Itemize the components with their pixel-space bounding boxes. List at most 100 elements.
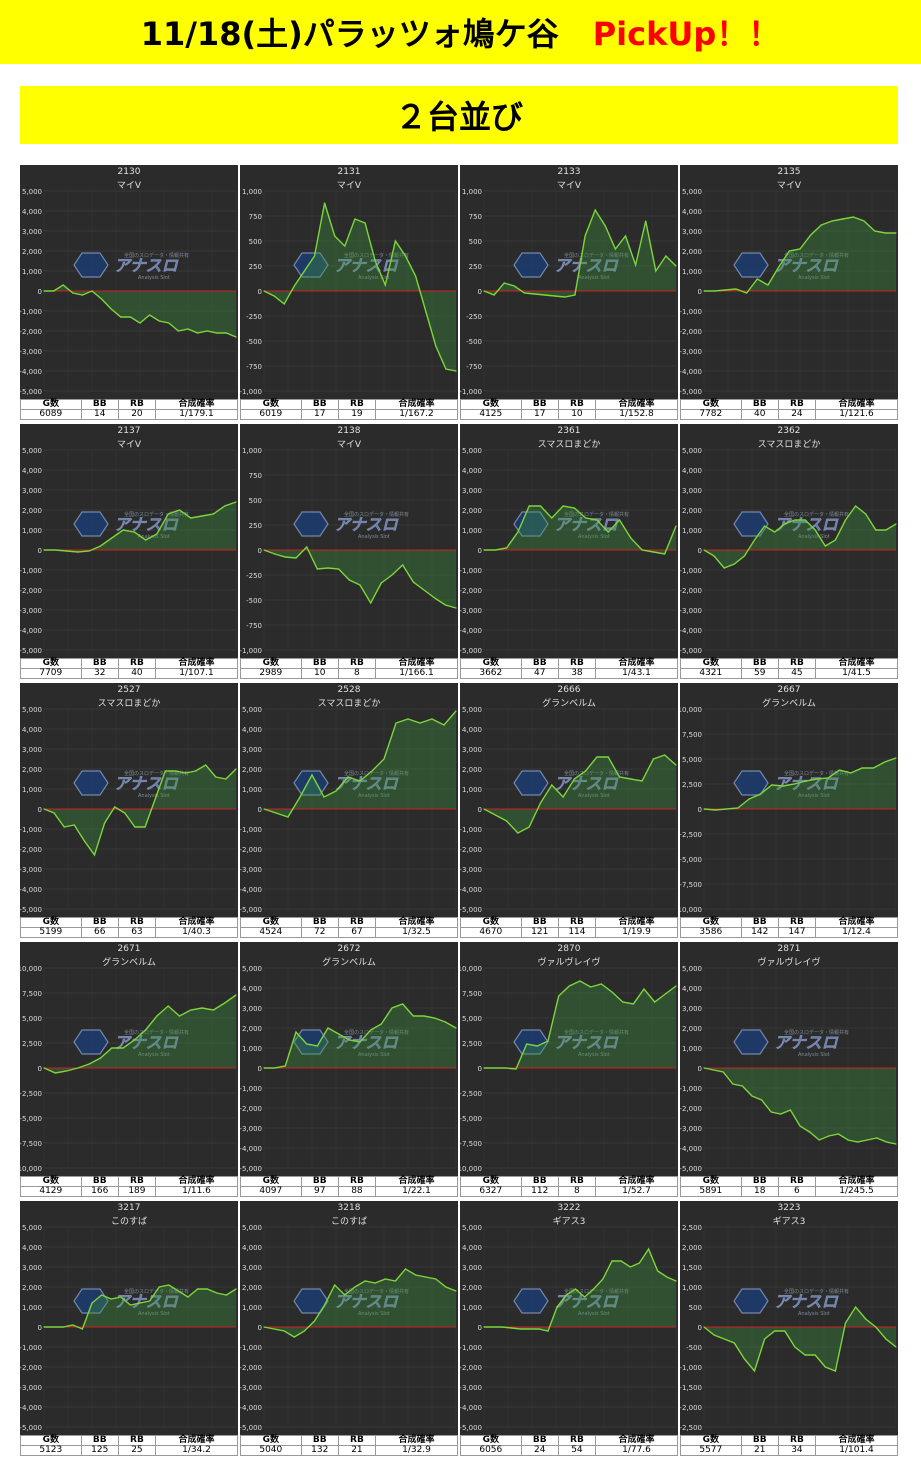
data-point (383, 758, 385, 760)
data-point (562, 796, 564, 798)
y-tick-label: -1,000 (20, 308, 42, 316)
data-point (145, 1029, 147, 1031)
stat-value-g: 5199 (20, 927, 82, 938)
data-point (713, 555, 715, 557)
data-point (225, 332, 227, 334)
data-point (844, 1322, 847, 1324)
y-tick-label: -7,500 (460, 1140, 482, 1148)
y-tick-label: 1,000 (462, 786, 482, 794)
data-point (834, 1370, 836, 1372)
machine-number: 2131 (337, 167, 361, 177)
data-point (73, 824, 75, 826)
data-point (733, 563, 735, 565)
stat-value-g: 7782 (680, 409, 742, 420)
logo-sub-text: Analysis Slot (798, 1311, 830, 1317)
data-point (443, 724, 445, 726)
data-point (723, 1338, 725, 1340)
data-point (703, 1067, 705, 1069)
area-fill (704, 217, 896, 293)
stats-table: G数 BB RB 合成確率 4125 17 10 1/152.8 (460, 399, 678, 421)
stat-value-rb: 189 (117, 1186, 157, 1197)
y-tick-label: -5,000 (460, 906, 482, 914)
y-tick-label: 4,000 (22, 726, 42, 734)
data-point (93, 854, 96, 856)
machine-number: 3217 (117, 1203, 141, 1213)
y-tick-label: -1,000 (460, 1344, 482, 1352)
data-point (810, 234, 812, 236)
y-tick-label: 0 (258, 806, 262, 814)
data-point (455, 607, 457, 609)
data-point (528, 505, 530, 507)
data-line (43, 764, 237, 857)
line-chart: 5,000 4,000 3,000 2,000 1,000 0 -1,000 -2,000 -3… (460, 1224, 677, 1432)
data-point (54, 549, 56, 551)
stat-header: G数 (20, 1176, 82, 1187)
y-tick-label: -3,000 (240, 1384, 262, 1392)
stat-value-bb: 166 (80, 1186, 119, 1197)
data-point (158, 1286, 160, 1288)
stats-table: G数 BB RB 合成確率 2989 10 8 1/166.1 (240, 658, 458, 680)
data-point (753, 1370, 756, 1372)
y-tick-label: 3,000 (242, 1005, 262, 1013)
data-point (313, 1320, 316, 1322)
stat-header: 合成確率 (595, 1176, 678, 1187)
data-point (675, 764, 677, 766)
logo-sub-text: Analysis Slot (578, 1052, 610, 1058)
y-tick-label: -4,000 (680, 627, 702, 635)
data-point (384, 284, 386, 286)
stat-value-bb: 66 (80, 927, 119, 938)
stats-table: G数 BB RB 合成確率 3586 142 147 1/12.4 (680, 917, 898, 939)
data-point (347, 776, 349, 778)
stat-value-g: 5891 (680, 1186, 742, 1197)
line-chart: 1,000 750 500 250 0 -250 -500 -750 -1,000 アナスロ全国の… (460, 188, 677, 396)
y-tick-label: -4,000 (20, 368, 42, 376)
data-point (293, 285, 295, 287)
data-point (54, 1072, 56, 1074)
data-point (533, 293, 536, 295)
data-point (703, 808, 705, 810)
stat-value-rb: 10 (557, 409, 597, 420)
logo-hex-icon (733, 252, 769, 278)
y-tick-label: 2,000 (22, 766, 42, 774)
stat-value-bb: 47 (520, 668, 559, 679)
data-point (733, 1342, 735, 1344)
data-point (412, 1015, 414, 1017)
line-chart: 5,000 4,000 3,000 2,000 1,000 0 -1,000 -2,000 -3… (240, 706, 457, 914)
data-point (544, 294, 546, 296)
data-point (197, 332, 199, 334)
line-chart: 5,000 4,000 3,000 2,000 1,000 0 -1,000 -2,000 -3… (680, 965, 897, 1173)
data-point (585, 517, 587, 519)
y-tick-label: -4,000 (460, 1404, 482, 1412)
data-point (827, 777, 829, 779)
data-point (558, 995, 560, 997)
data-point (574, 1288, 577, 1290)
y-tick-label: -750 (246, 363, 262, 371)
data-point (156, 533, 158, 535)
chart-panel: 1,000 750 500 250 0 -250 -500 -750 -1,000 アナスロ全国の… (460, 165, 678, 421)
data-point (895, 1143, 897, 1145)
area-fill (264, 547, 456, 608)
logo-text: アナスロ (334, 515, 399, 534)
data-point (303, 270, 306, 272)
data-point (370, 602, 372, 604)
stat-value-bb: 14 (80, 409, 119, 420)
logo-sub-text: Analysis Slot (138, 1052, 170, 1058)
data-point (885, 529, 887, 531)
stat-header: 合成確率 (815, 1435, 898, 1446)
data-point (149, 1300, 151, 1302)
stat-header: BB (740, 399, 779, 410)
machine-number: 2361 (557, 426, 581, 436)
y-tick-label: 2,000 (242, 766, 262, 774)
y-tick-label: 7,500 (682, 731, 702, 739)
stat-header: RB (777, 1176, 817, 1187)
data-point (364, 1280, 366, 1282)
y-tick-label: -10,000 (680, 906, 702, 914)
data-point (216, 332, 218, 334)
stat-header: BB (80, 917, 119, 928)
logo-sub-text: Analysis Slot (578, 793, 610, 799)
machine-name: グランベルム (762, 699, 816, 709)
data-point (434, 597, 436, 599)
data-point (120, 316, 122, 318)
logo-top-text: 全国のスロデータ・情報共有 (344, 1029, 409, 1036)
data-point (804, 1354, 806, 1356)
